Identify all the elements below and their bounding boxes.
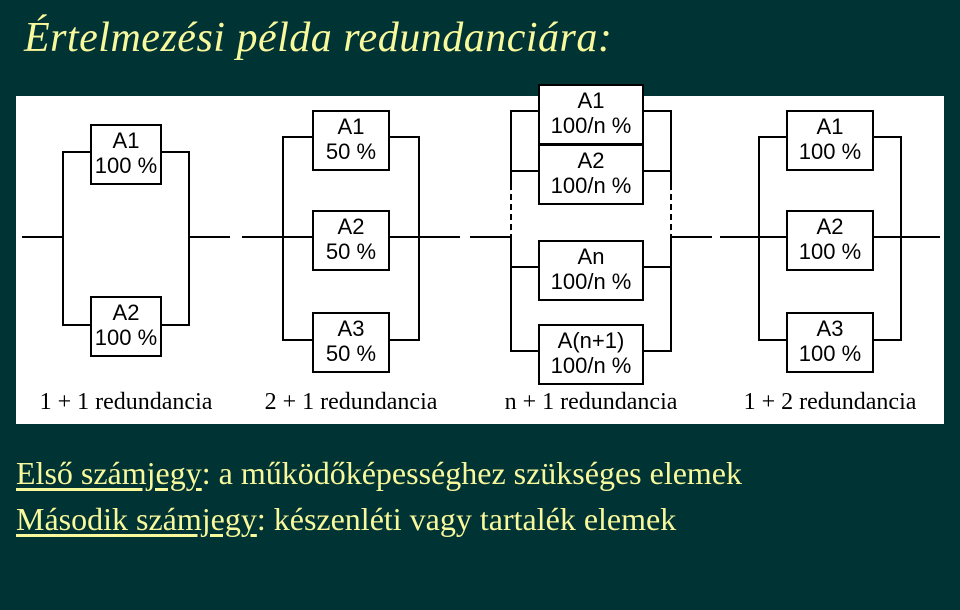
diagram-2plus1: A1 50 % A2 50 % A3 50 % (236, 106, 466, 374)
legend: Első számjegy: a működőképességhez szüks… (16, 450, 742, 543)
box-a1: A1 100/n % (538, 84, 644, 145)
caption-2plus1: 2 + 1 redundancia (236, 389, 466, 416)
box-pct: 100 % (788, 341, 872, 366)
box-a1: A1 100 % (90, 124, 162, 185)
col-2plus1: A1 50 % A2 50 % A3 50 % 2 + 1 redundanci… (236, 106, 466, 414)
box-pct: 100/n % (540, 353, 642, 378)
box-a3: A3 100 % (786, 312, 874, 373)
box-label: A(n+1) (540, 328, 642, 353)
box-pct: 100/n % (540, 113, 642, 138)
legend-line1-label: Első számjegy (16, 455, 202, 491)
box-pct: 100 % (92, 325, 160, 350)
box-label: A3 (788, 316, 872, 341)
box-label: An (540, 244, 642, 269)
box-label: A2 (314, 214, 388, 239)
col-1plus1: A1 100 % A2 100 % 1 + 1 redundancia (16, 106, 236, 414)
box-label: A2 (92, 300, 160, 325)
legend-line2: Második számjegy: készenléti vagy tartal… (16, 496, 742, 542)
box-a1: A1 100 % (786, 110, 874, 171)
col-nplus1: A1 100/n % A2 100/n % An 100/n % A(n+1) … (466, 106, 716, 414)
box-a2: A2 100 % (786, 210, 874, 271)
box-label: A1 (540, 88, 642, 113)
caption-1plus2: 1 + 2 redundancia (716, 389, 944, 416)
box-a1: A1 50 % (312, 110, 390, 171)
box-anp1: A(n+1) 100/n % (538, 324, 644, 385)
slide-title: Értelmezési példa redundanciára: (0, 0, 960, 62)
box-pct: 100/n % (540, 173, 642, 198)
legend-line2-label: Második számjegy (16, 501, 257, 537)
box-label: A1 (788, 114, 872, 139)
box-label: A2 (540, 148, 642, 173)
box-label: A2 (788, 214, 872, 239)
box-pct: 100/n % (540, 269, 642, 294)
box-a3: A3 50 % (312, 312, 390, 373)
box-pct: 100 % (788, 239, 872, 264)
legend-line2-text: : készenléti vagy tartalék elemek (257, 501, 676, 537)
caption-nplus1: n + 1 redundancia (466, 389, 716, 416)
box-an: An 100/n % (538, 240, 644, 301)
box-a2: A2 100/n % (538, 144, 644, 205)
box-pct: 50 % (314, 139, 388, 164)
caption-1plus1: 1 + 1 redundancia (16, 389, 236, 416)
box-label: A1 (314, 114, 388, 139)
box-a2: A2 50 % (312, 210, 390, 271)
box-pct: 50 % (314, 239, 388, 264)
diagram-panel: A1 100 % A2 100 % 1 + 1 redundancia A1 5… (16, 96, 944, 424)
box-pct: 100 % (788, 139, 872, 164)
legend-line1: Első számjegy: a működőképességhez szüks… (16, 450, 742, 496)
box-a2: A2 100 % (90, 296, 162, 357)
box-label: A1 (92, 128, 160, 153)
diagram-nplus1: A1 100/n % A2 100/n % An 100/n % A(n+1) … (466, 106, 716, 374)
diagram-1plus2: A1 100 % A2 100 % A3 100 % (716, 106, 944, 374)
legend-line1-text: : a működőképességhez szükséges elemek (202, 455, 742, 491)
box-pct: 100 % (92, 153, 160, 178)
box-pct: 50 % (314, 341, 388, 366)
col-1plus2: A1 100 % A2 100 % A3 100 % 1 + 2 redunda… (716, 106, 944, 414)
diagram-1plus1: A1 100 % A2 100 % (16, 106, 236, 374)
box-label: A3 (314, 316, 388, 341)
